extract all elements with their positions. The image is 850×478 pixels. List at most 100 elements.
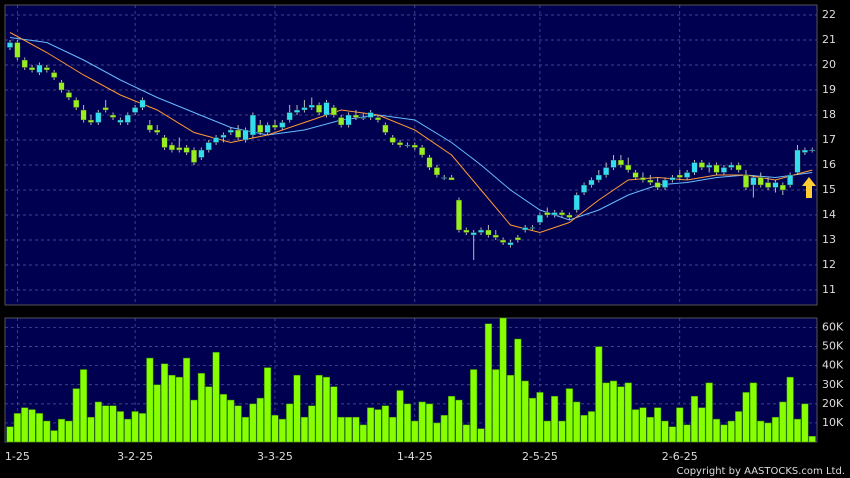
y-tick-label: 14 (822, 208, 836, 221)
volume-bar (683, 424, 691, 443)
candle-body (73, 99, 80, 108)
candle-body (213, 137, 220, 143)
volume-bar (116, 411, 124, 443)
candle-body (566, 214, 573, 218)
volume-bar (219, 394, 227, 443)
candle-body (507, 242, 514, 246)
candle-body (6, 42, 13, 48)
volume-bar (536, 392, 544, 443)
volume-bar (602, 382, 610, 443)
candle-body (404, 144, 411, 147)
volume-bar (632, 409, 640, 443)
volume-bar (668, 426, 676, 443)
volume-bar (241, 416, 250, 443)
candle-body (787, 174, 794, 186)
y-tick-label: 17 (822, 133, 836, 146)
volume-bar (661, 420, 669, 443)
volume-bar (389, 416, 397, 443)
candle-body (235, 129, 242, 138)
volume-bar (43, 420, 51, 443)
candle-body (110, 114, 117, 118)
candle-body (698, 162, 705, 168)
volume-bar (94, 401, 102, 443)
candle-body (419, 147, 426, 156)
candle-body (294, 109, 301, 113)
volume-bar (352, 416, 360, 443)
volume-bar (396, 390, 404, 443)
volume-bar (146, 357, 154, 443)
volume-bar (492, 369, 500, 443)
candle-body (536, 214, 543, 223)
volume-bar (381, 405, 389, 443)
candle-body (603, 167, 610, 176)
volume-bar (168, 374, 176, 443)
volume-bar (624, 382, 632, 443)
candle-body (588, 179, 595, 186)
y-tick-label: 50K (822, 340, 844, 353)
candle-body (713, 164, 720, 173)
volume-bar (609, 380, 618, 443)
candle-body (168, 144, 175, 151)
volume-bar (573, 401, 581, 443)
candle-body (21, 59, 28, 68)
candle-body (227, 129, 234, 133)
candle-body (514, 237, 521, 241)
volume-bar (455, 399, 463, 443)
volume-bar (6, 426, 14, 443)
volume-bar (617, 386, 625, 443)
y-tick-label: 22 (822, 8, 836, 21)
candle-body (750, 177, 757, 186)
volume-bar (308, 405, 316, 443)
volume-bar (197, 373, 205, 443)
volume-bar (28, 409, 36, 443)
candle-body (249, 114, 256, 136)
candle-body (102, 107, 109, 111)
candle-body (757, 177, 764, 186)
volume-bar (286, 403, 294, 443)
candle-body (397, 142, 404, 146)
x-tick-label: 3-3-25 (257, 450, 293, 463)
volume-bar (558, 420, 566, 443)
candle-body (573, 194, 580, 211)
candle-body (625, 164, 632, 171)
volume-bar (345, 416, 353, 443)
volume-bar (779, 401, 787, 443)
candle-body (58, 82, 65, 91)
candle-body (728, 164, 735, 168)
volume-bar (330, 386, 338, 443)
candle-body (448, 177, 455, 181)
volume-bar (521, 380, 529, 443)
price-panel (4, 4, 818, 306)
volume-bar (595, 346, 603, 443)
volume-bar (65, 420, 73, 443)
volume-bar (587, 411, 595, 443)
volume-bar (161, 363, 169, 443)
volume-bar (749, 382, 757, 443)
x-tick-label: 3-2-25 (117, 450, 153, 463)
volume-bar (720, 424, 728, 443)
volume-bar (234, 405, 242, 443)
y-tick-label: 15 (822, 183, 836, 196)
candle-body (183, 147, 190, 153)
volume-bar (271, 415, 279, 443)
candle-body (772, 182, 779, 188)
candle-body (691, 162, 698, 173)
volume-bar (713, 418, 721, 443)
volume-bar (654, 407, 662, 443)
volume-bar (735, 411, 743, 443)
volume-bar (72, 388, 80, 443)
volume-bar (124, 418, 132, 443)
candle-body (132, 107, 139, 113)
volume-bar (87, 416, 95, 443)
volume-bar (448, 395, 456, 443)
moving-average-line (9, 37, 813, 221)
volume-bar (698, 407, 706, 443)
volume-bar (477, 428, 485, 443)
candle-body (367, 112, 374, 118)
volume-bar (440, 415, 448, 443)
candle-body (375, 117, 382, 121)
candle-body (470, 232, 477, 236)
candle-body (117, 119, 124, 123)
x-tick-label: 1-25 (5, 450, 30, 463)
candle-body (80, 109, 87, 121)
